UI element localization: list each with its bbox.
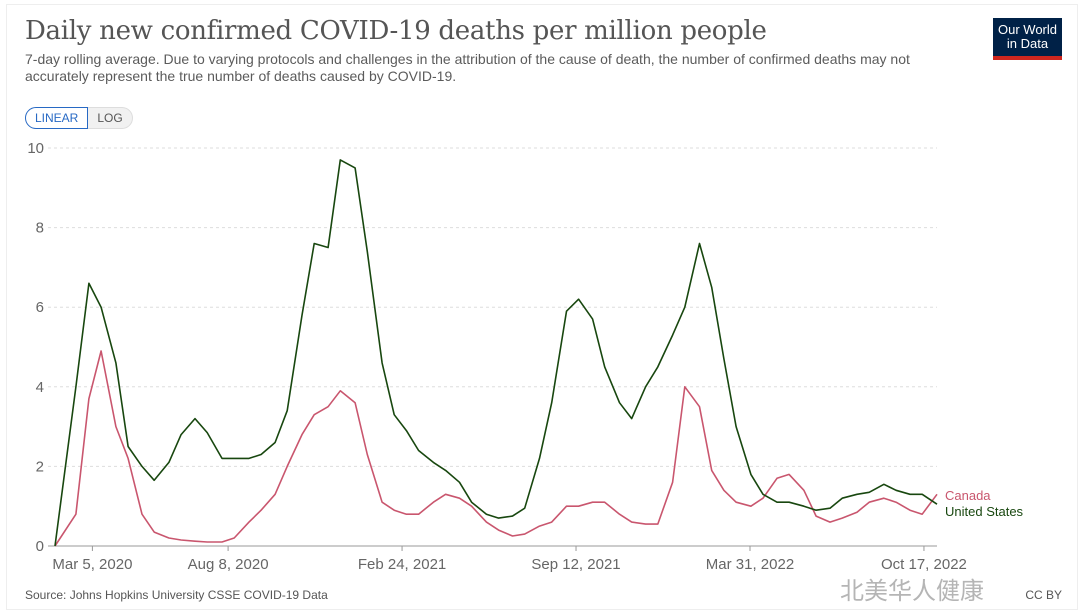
linear-scale-button[interactable]: LINEAR: [25, 107, 89, 129]
series-line-canada: [54, 350, 938, 547]
y-tick-label: 10: [27, 140, 44, 157]
y-tick-label: 8: [36, 220, 44, 237]
license-link[interactable]: CC BY: [1025, 588, 1062, 602]
legend-label[interactable]: Canada: [945, 488, 991, 503]
legend-label[interactable]: United States: [945, 504, 1024, 519]
scale-toggle: LINEAR LOG: [25, 107, 133, 129]
chart-subtitle: 7-day rolling average. Due to varying pr…: [25, 51, 910, 84]
series-line-united-states: [54, 159, 938, 547]
y-tick-label: 4: [36, 379, 44, 396]
watermark: 北美华人健康: [840, 578, 984, 605]
log-scale-button[interactable]: LOG: [88, 107, 133, 129]
x-tick-label: Aug 8, 2020: [188, 556, 269, 573]
y-tick-label: 0: [36, 538, 44, 555]
x-tick-label: Sep 12, 2021: [531, 556, 620, 573]
x-tick-label: Feb 24, 2021: [358, 556, 446, 573]
source-note[interactable]: Source: Johns Hopkins University CSSE CO…: [25, 588, 328, 602]
owid-logo[interactable]: Our World in Data: [993, 18, 1062, 60]
chart-frame: [6, 4, 1078, 610]
y-tick-label: 6: [36, 299, 44, 316]
y-tick-label: 2: [36, 458, 44, 475]
chart-title: Daily new confirmed COVID-19 deaths per …: [25, 16, 767, 46]
x-tick-label: Mar 31, 2022: [706, 556, 794, 573]
x-tick-label: Oct 17, 2022: [881, 556, 967, 573]
x-tick-label: Mar 5, 2020: [52, 556, 132, 573]
